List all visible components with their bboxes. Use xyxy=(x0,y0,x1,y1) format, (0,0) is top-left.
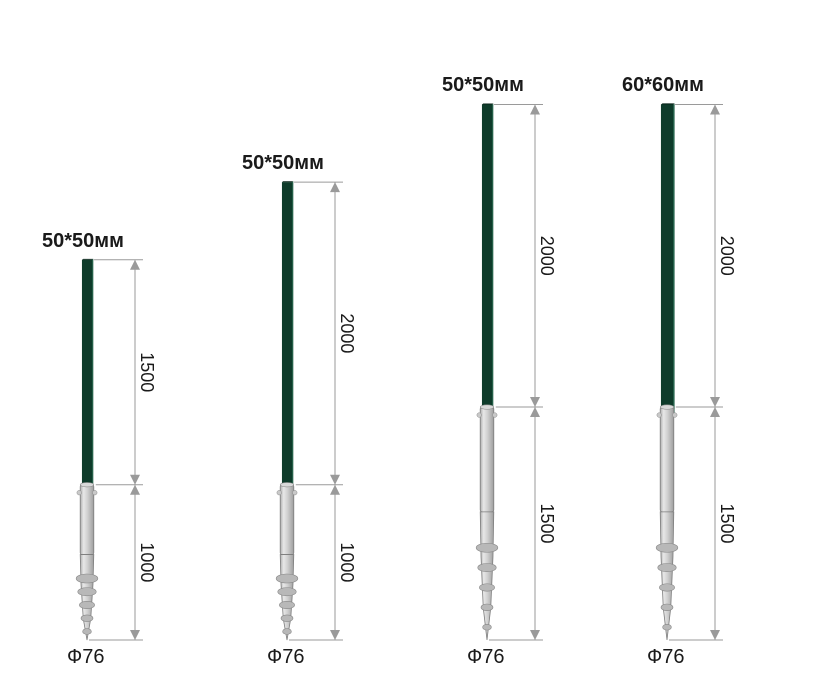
diagram-canvas: 1500 1000 2000 1000 2000 1500 2000 1500 xyxy=(0,0,830,678)
post-length-dim: 2000 xyxy=(717,236,737,276)
screw-length-dim: 1500 xyxy=(717,504,737,544)
post-length-dim: 2000 xyxy=(337,313,357,353)
screw-diameter-label: Ф76 xyxy=(267,646,304,669)
screw-diameter-label: Ф76 xyxy=(467,646,504,669)
post-length-dim: 1500 xyxy=(137,352,157,392)
pile-4: 2000 1500 xyxy=(656,103,737,640)
screw-length-dim: 1000 xyxy=(337,542,357,582)
screw-length-dim: 1000 xyxy=(137,542,157,582)
pile-1: 1500 1000 xyxy=(76,259,157,640)
post-section-label: 50*50мм xyxy=(42,230,124,253)
post-section-label: 60*60мм xyxy=(622,74,704,97)
pile-3: 2000 1500 xyxy=(476,104,557,640)
pile-2: 2000 1000 xyxy=(276,181,357,640)
post-section-label: 50*50мм xyxy=(242,152,324,175)
post-length-dim: 2000 xyxy=(537,236,557,276)
post-section-label: 50*50мм xyxy=(442,74,524,97)
screw-diameter-label: Ф76 xyxy=(647,646,684,669)
screw-length-dim: 1500 xyxy=(537,504,557,544)
screw-diameter-label: Ф76 xyxy=(67,646,104,669)
